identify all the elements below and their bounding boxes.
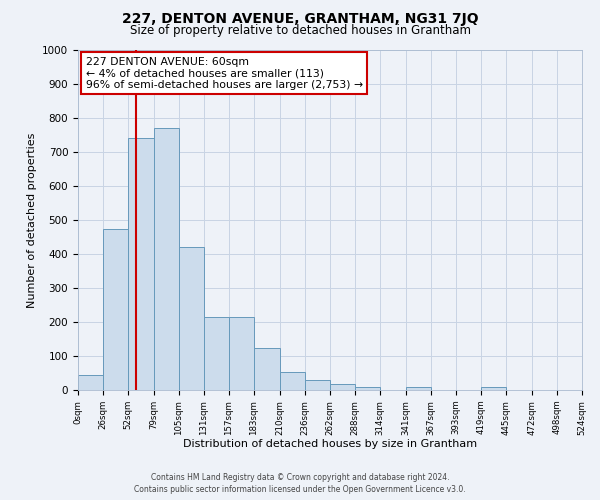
Bar — [154, 128, 179, 390]
Text: 227, DENTON AVENUE, GRANTHAM, NG31 7JQ: 227, DENTON AVENUE, GRANTHAM, NG31 7JQ — [122, 12, 478, 26]
Bar — [481, 386, 506, 390]
X-axis label: Distribution of detached houses by size in Grantham: Distribution of detached houses by size … — [183, 439, 477, 449]
Bar — [406, 388, 431, 390]
Bar — [229, 317, 254, 390]
Bar — [355, 386, 380, 390]
Bar — [179, 247, 204, 390]
Text: Contains HM Land Registry data © Crown copyright and database right 2024.
Contai: Contains HM Land Registry data © Crown c… — [134, 472, 466, 494]
Y-axis label: Number of detached properties: Number of detached properties — [26, 132, 37, 308]
Bar — [128, 138, 154, 390]
Bar — [280, 372, 305, 390]
Bar — [305, 380, 330, 390]
Bar — [330, 384, 355, 390]
Bar — [78, 374, 103, 390]
Bar — [103, 228, 128, 390]
Bar — [254, 348, 280, 390]
Text: 227 DENTON AVENUE: 60sqm
← 4% of detached houses are smaller (113)
96% of semi-d: 227 DENTON AVENUE: 60sqm ← 4% of detache… — [86, 57, 362, 90]
Text: Size of property relative to detached houses in Grantham: Size of property relative to detached ho… — [130, 24, 470, 37]
Bar — [204, 317, 229, 390]
